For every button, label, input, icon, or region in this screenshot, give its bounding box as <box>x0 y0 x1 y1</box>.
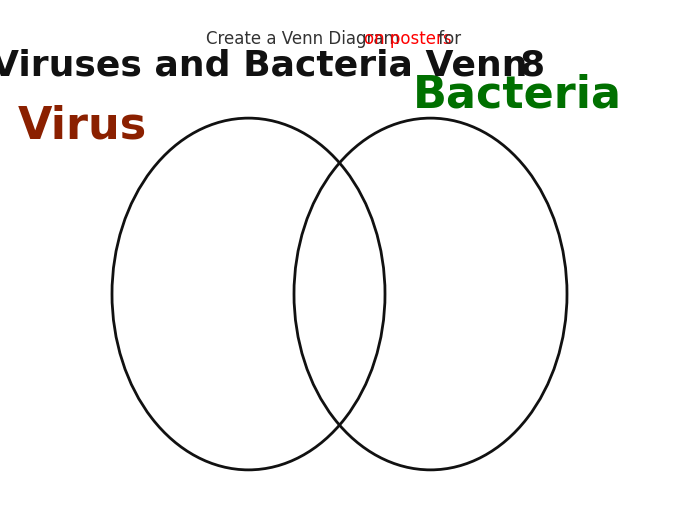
Text: Virus: Virus <box>18 104 147 148</box>
Text: on posters: on posters <box>364 30 452 48</box>
Text: for: for <box>433 30 461 48</box>
Text: Create a Venn Diagram: Create a Venn Diagram <box>206 30 405 48</box>
Text: Bacteria: Bacteria <box>413 73 622 116</box>
Text: Viruses and Bacteria Venn: Viruses and Bacteria Venn <box>0 49 527 82</box>
Text: 8: 8 <box>519 49 545 82</box>
